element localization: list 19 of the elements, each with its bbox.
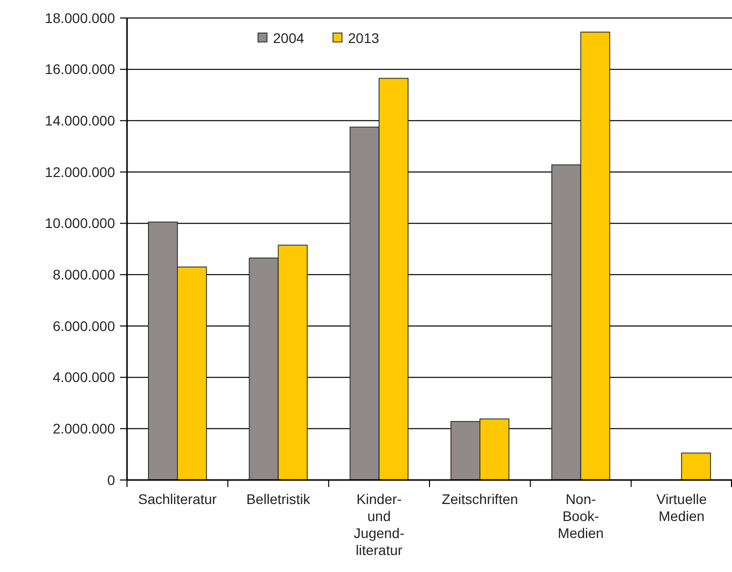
bar bbox=[681, 452, 711, 480]
y-tick-label: 16.000.000 bbox=[44, 61, 116, 78]
y-tick-label: 0 bbox=[107, 472, 116, 488]
x-tick-label: Non- Book- Medien bbox=[558, 491, 604, 541]
x-tick-label: Belletristik bbox=[246, 491, 312, 507]
y-tick-label: 10.000.000 bbox=[44, 215, 116, 232]
y-tick-label: 8.000.000 bbox=[52, 266, 116, 283]
y-tick-label: 4.000.000 bbox=[52, 369, 116, 386]
x-tick-label: Kinder- und Jugend- literatur bbox=[354, 491, 405, 558]
y-tick-label: 12.000.000 bbox=[44, 164, 116, 180]
legend-label: 2004 bbox=[273, 30, 304, 46]
y-tick-label: 2.000.000 bbox=[52, 420, 116, 437]
y-tick-label: 14.000.000 bbox=[44, 112, 116, 129]
y-tick-label: 18.000.000 bbox=[44, 10, 116, 26]
y-tick-label: 6.000.000 bbox=[52, 318, 116, 334]
x-tick-label: Virtuelle Medien bbox=[656, 491, 707, 524]
legend-label: 2013 bbox=[348, 30, 380, 46]
x-tick-label: Sachliteratur bbox=[138, 491, 218, 507]
x-tick-label: Zeitschriften bbox=[442, 491, 518, 507]
